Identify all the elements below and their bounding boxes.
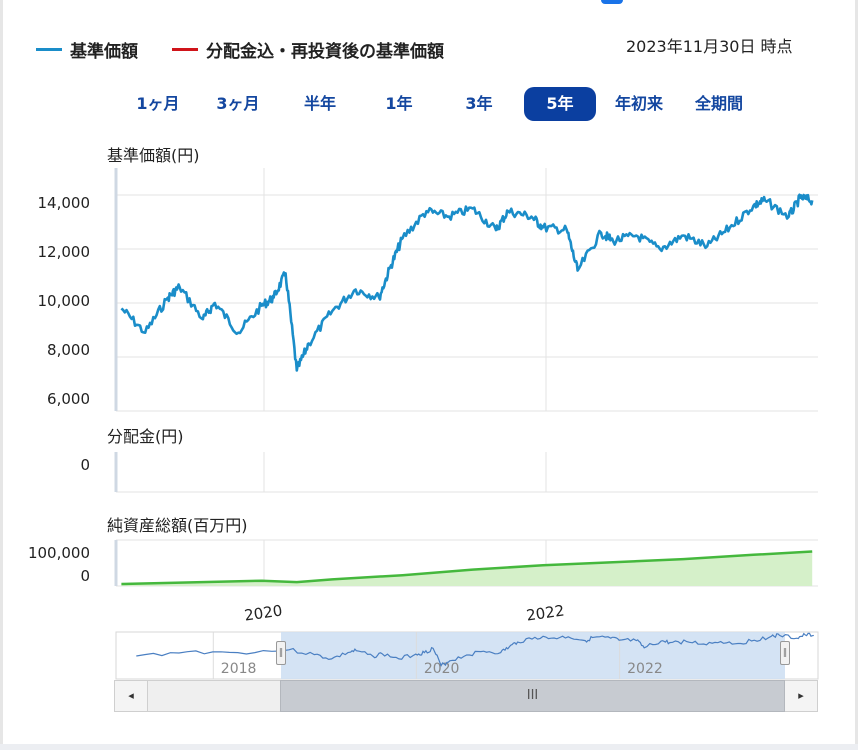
period-button-6m[interactable]: 半年 bbox=[303, 94, 336, 113]
period-selector: 1ヶ月 3ヶ月 半年 1年 3年 5年 年初来 全期間 bbox=[0, 87, 858, 121]
legend-label-nav: 基準価額 bbox=[70, 42, 138, 62]
legend-item-reinvested[interactable]: 分配金込・再投資後の基準価額 bbox=[172, 37, 444, 62]
net-assets-ytick-0: 0 bbox=[80, 567, 90, 585]
distribution-ytick-0: 0 bbox=[80, 456, 90, 474]
net-assets-ytick-100000: 100,000 bbox=[27, 544, 90, 562]
nav-ytick-12000: 12,000 bbox=[37, 243, 91, 261]
period-button-5y[interactable]: 5年 bbox=[524, 87, 596, 121]
scrollbar-thumb[interactable]: III bbox=[280, 680, 785, 712]
period-button-1y[interactable]: 1年 bbox=[385, 94, 413, 113]
legend-item-nav[interactable]: 基準価額 bbox=[36, 37, 138, 62]
period-button-3y[interactable]: 3年 bbox=[465, 94, 493, 113]
distribution-axis-title: 分配金(円) bbox=[107, 427, 184, 446]
x-tick-label-2020: 2020 bbox=[243, 601, 283, 624]
frame-bottom-border bbox=[0, 744, 858, 750]
nav-ytick-14000: 14,000 bbox=[37, 194, 91, 212]
chart-legend: 基準価額 分配金込・再投資後の基準価額 bbox=[36, 37, 478, 62]
period-button-ytd[interactable]: 年初来 bbox=[614, 94, 663, 113]
legend-label-reinvested: 分配金込・再投資後の基準価額 bbox=[206, 42, 444, 62]
navigator-series-line bbox=[136, 632, 814, 668]
nav-series-line bbox=[120, 193, 814, 372]
legend-swatch-nav bbox=[36, 48, 62, 51]
navigator-right-handle[interactable]: ‖ bbox=[780, 641, 790, 665]
navigator-year-label: 2018 bbox=[221, 661, 257, 677]
legend-swatch-reinvested bbox=[172, 48, 198, 51]
as-of-date: 2023年11月30日 時点 bbox=[626, 37, 793, 56]
frame-left-border bbox=[0, 0, 3, 750]
frame-right-border bbox=[855, 0, 858, 750]
nav-ytick-6000: 6,000 bbox=[47, 390, 90, 408]
x-tick-label-2022: 2022 bbox=[525, 601, 565, 624]
nav-ytick-10000: 10,000 bbox=[37, 292, 91, 310]
navigator-year-label: 2022 bbox=[627, 661, 663, 677]
nav-ytick-8000: 8,000 bbox=[47, 341, 90, 359]
period-button-3m[interactable]: 3ヶ月 bbox=[216, 94, 260, 113]
navigator-year-label: 2020 bbox=[424, 661, 460, 677]
net-assets-area-fill bbox=[121, 551, 813, 586]
scroll-left-icon[interactable]: ◂ bbox=[114, 680, 148, 712]
scroll-right-icon[interactable]: ▸ bbox=[784, 680, 818, 712]
net-assets-axis-title: 純資産総額(百万円) bbox=[107, 516, 248, 535]
period-button-all[interactable]: 全期間 bbox=[694, 94, 743, 113]
top-tab-indicator[interactable] bbox=[601, 0, 623, 4]
net-assets-line bbox=[121, 550, 813, 586]
period-button-1m[interactable]: 1ヶ月 bbox=[136, 94, 180, 113]
nav-axis-title: 基準価額(円) bbox=[107, 146, 200, 165]
navigator-selected-range bbox=[281, 632, 785, 679]
navigator-left-handle[interactable]: ‖ bbox=[276, 641, 286, 665]
